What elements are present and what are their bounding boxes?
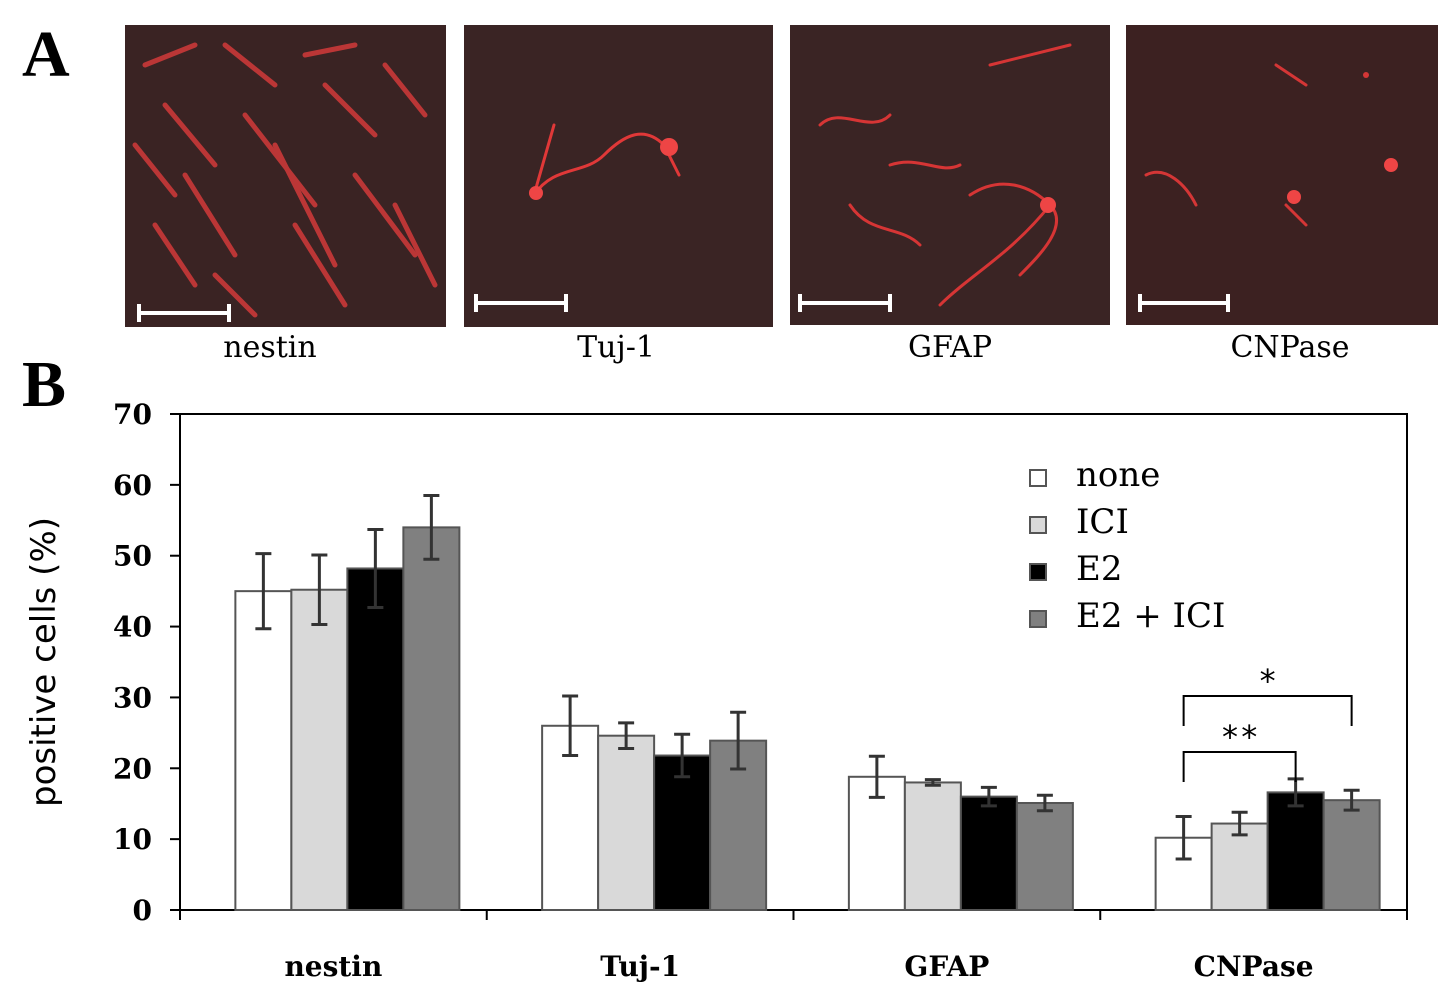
bar (1266, 791, 1325, 911)
y-tick-label: 70 (113, 398, 152, 431)
significance-label: * (1258, 662, 1277, 700)
y-axis-label: positive cells (%) (24, 517, 64, 807)
bar (597, 734, 656, 911)
legend-swatch (1029, 563, 1047, 581)
significance-label: ** (1220, 718, 1259, 756)
y-tick-label: 60 (113, 469, 152, 502)
significance-bracket (1182, 695, 1353, 727)
legend-label: E2 (1076, 549, 1122, 589)
bar (346, 567, 405, 911)
y-tick-label: 20 (113, 752, 152, 785)
legend-label: ICI (1076, 502, 1129, 542)
legend-swatch (1029, 610, 1047, 628)
micrograph-label-cnpase: CNPase (1230, 330, 1350, 365)
x-category-label: nestin (284, 950, 382, 983)
significance-bracket (1182, 750, 1297, 782)
bar (290, 588, 349, 911)
panel-label-a: A (22, 18, 70, 91)
micrograph-gfap (790, 25, 1110, 327)
panel-label-b: B (22, 348, 67, 421)
bar (959, 795, 1018, 912)
bar (653, 754, 712, 911)
legend-swatch (1029, 469, 1047, 487)
bar (1322, 799, 1381, 912)
bar-chart: 0 10 20 30 40 50 60 70 positive cells (%) nestin T… (24, 398, 1408, 983)
bar (1015, 802, 1074, 912)
bar (234, 590, 293, 912)
x-category-label: Tuj-1 (600, 950, 680, 983)
micrograph-nestin (125, 25, 446, 327)
y-tick-label: 30 (113, 681, 152, 714)
micrograph-tuj-1 (464, 25, 773, 327)
legend-label: E2 + ICI (1076, 596, 1225, 636)
micrograph-label-tuj-1: Tuj-1 (577, 330, 655, 365)
bar (1210, 822, 1269, 911)
legend-swatch (1029, 516, 1047, 534)
bar (847, 775, 906, 911)
micrograph-cnpase (1126, 25, 1438, 327)
y-tick-label: 50 (113, 540, 152, 573)
bar (1154, 836, 1213, 911)
x-category-label: CNPase (1194, 950, 1314, 983)
y-tick-label: 40 (113, 611, 152, 644)
y-tick-label: 10 (113, 823, 152, 856)
micrograph-label-gfap: GFAP (907, 330, 993, 365)
y-tick-label: 0 (133, 894, 152, 927)
bar (903, 781, 962, 912)
legend-label: none (1076, 455, 1160, 495)
x-category-label: GFAP (904, 950, 989, 983)
bar (402, 526, 461, 911)
micrograph-label-nestin: nestin (223, 330, 317, 365)
